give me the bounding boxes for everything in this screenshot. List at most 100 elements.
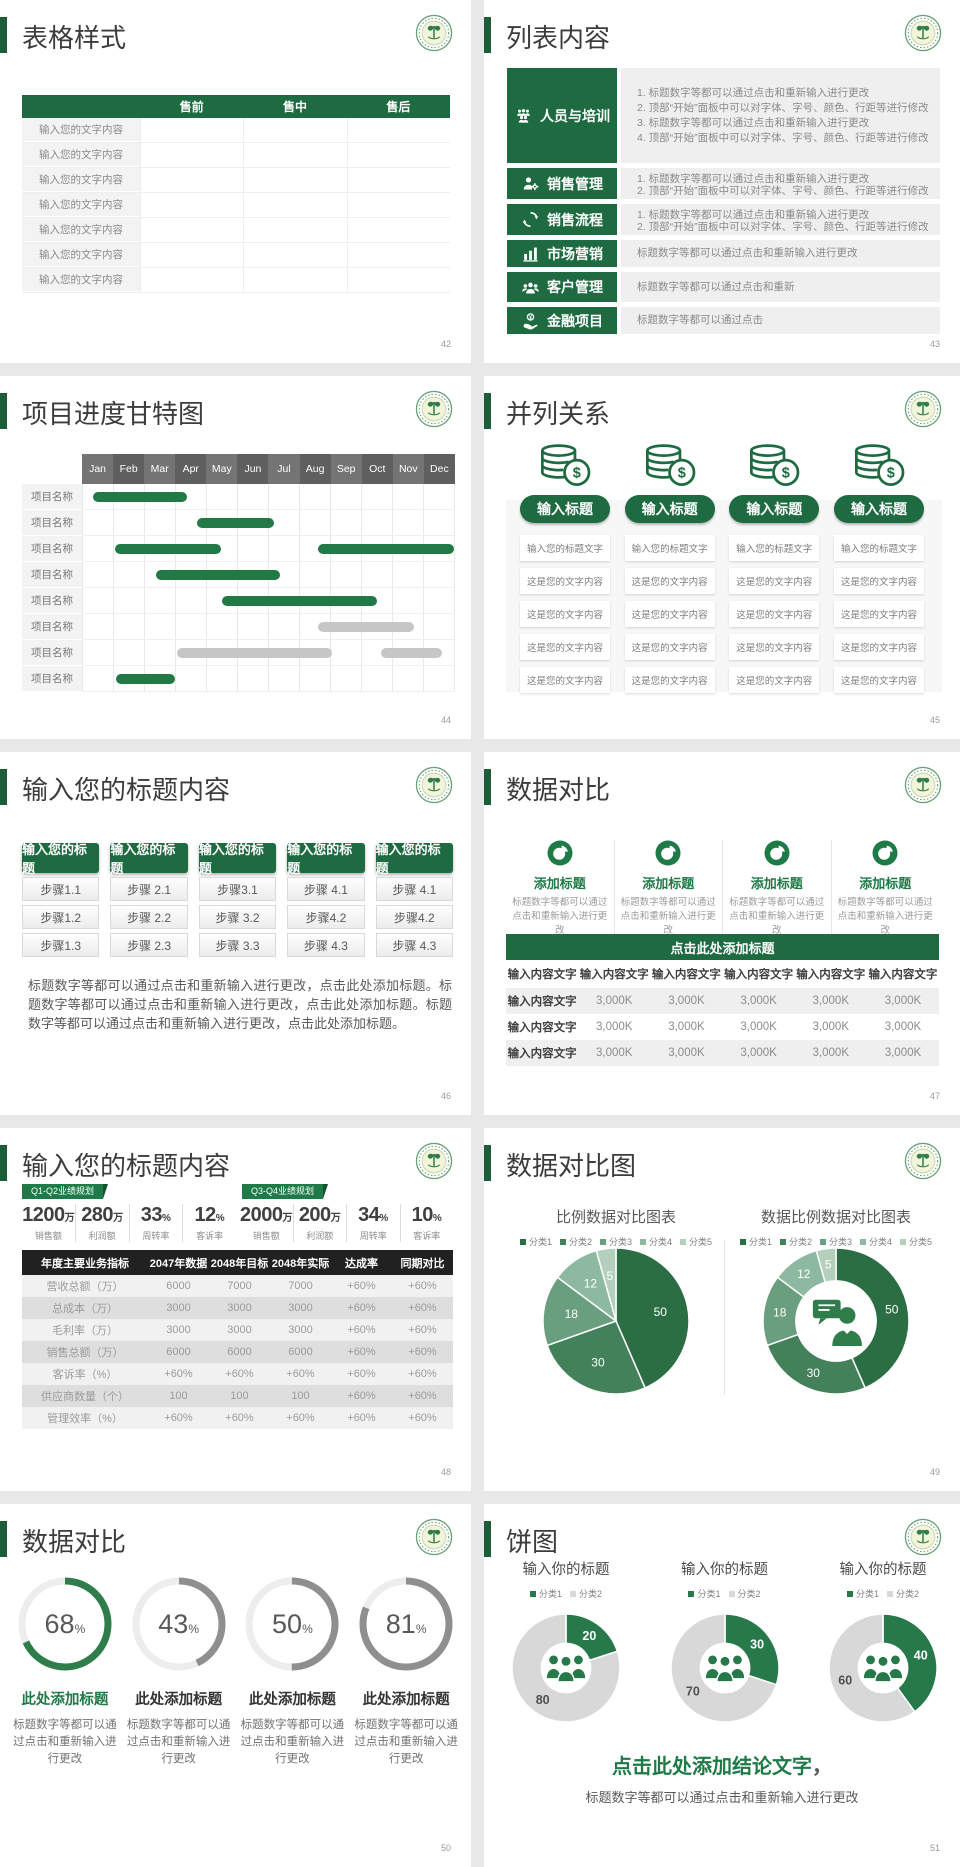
legend-swatch [900, 1238, 907, 1245]
donut-hole [699, 1642, 750, 1694]
cell: +60% [408, 1346, 437, 1358]
gantt-track [82, 614, 455, 640]
slide-steps[interactable]: 输入您的标题内容 输入您的标题 步骤1.1 步骤1.2 步骤1.3 输入您的标题 步… [0, 752, 471, 1115]
empty-cell [346, 143, 450, 167]
list-item-label: 客户管理 [547, 279, 603, 295]
legend-item: 分类3 [819, 1235, 852, 1248]
column-header: 2048年目标 [210, 1257, 269, 1270]
empty-cell [346, 243, 450, 267]
column-header: 输入内容文字 [579, 969, 649, 981]
pie-value-label: 18 [565, 1307, 579, 1321]
content-table: 售前 售中 售后 输入您的文字内容 输入您的文字内容 输入您的文字内容 输入您的… [22, 95, 450, 293]
list-item-label: 销售流程 [547, 211, 603, 228]
people-group-icon [514, 106, 533, 125]
conclusion-comma: ， [812, 1756, 832, 1778]
medical-seal-logo-icon [904, 14, 942, 52]
legend-swatch [680, 1238, 687, 1245]
legend-swatch [519, 1238, 526, 1245]
cell-value: 3,000K [740, 1021, 777, 1033]
list-item-label: 金融项目 [547, 312, 603, 329]
conclusion-block: 点击此处添加结论文字， 标题数字等都可以通过点击和重新输入进行更改 [484, 1750, 960, 1806]
chart-legend: 分类1 分类2 [846, 1587, 919, 1600]
pie-value-label: 5 [825, 1258, 832, 1272]
column-header: 同期对比 [400, 1257, 445, 1270]
slide-pie-charts[interactable]: 饼图 输入你的标题 分类1 分类2 20 80 输入你的标题 分类1 分类2 [484, 1504, 960, 1867]
legend-swatch [860, 1238, 866, 1245]
text-card: 这是您的文字内容 [624, 601, 715, 627]
body-paragraph: 标题数字等都可以通过点击和重新输入进行更改，点击此处添加标题。标题数字等都可以通… [28, 978, 452, 1031]
cell: +60% [347, 1302, 376, 1314]
slide-data-compare[interactable]: 数据对比 添加标题 标题数字等都可以通过点击和重新输入进行更改 添加标题 标题数字等… [484, 752, 960, 1115]
stat-value: 33 [140, 1204, 163, 1226]
legend-item: 分类1 [529, 1587, 562, 1600]
page-number: 44 [440, 715, 451, 725]
cell: +60% [408, 1324, 437, 1336]
feature-desc: 标题数字等都可以通过点击和重新输入进行更改 [837, 897, 933, 936]
text-card: 这是您的文字内容 [729, 601, 820, 627]
gantt-track [82, 536, 455, 562]
page-number: 46 [440, 1091, 451, 1101]
cell: +60% [408, 1368, 437, 1380]
table-row: 输入您的文字内容 [22, 243, 450, 268]
table-row: 输入您的文字内容 [22, 118, 450, 143]
cell: +60% [225, 1368, 254, 1380]
legend-swatch [688, 1590, 695, 1597]
empty-cell [346, 268, 450, 292]
legend-label: 分类5 [689, 1237, 713, 1247]
legend-item: 分类4 [860, 1235, 892, 1248]
step-box: 步骤 3.2 [198, 905, 277, 929]
stat-value: 1200 [22, 1204, 65, 1226]
step-list: 步骤3.1 步骤 3.2 步骤 3.3 [198, 877, 277, 957]
slide-table-style[interactable]: 表格样式 售前 售中 售后 输入您的文字内容 输入您的文字内容 输入您的文字内容… [0, 0, 471, 363]
slide-compare-charts[interactable]: 数据对比图 比例数据对比图表 分类1 分类2 分类3 分类4 分类5 数据比例数… [484, 1128, 960, 1491]
page-number: 51 [929, 1843, 940, 1853]
column-title-pill: 输入标题 [729, 495, 820, 523]
feature-title: 添加标题 [750, 876, 803, 891]
pie-value-label: 70 [685, 1684, 699, 1698]
list-item: 市场营销 标题数字等都可以通过点击和重新输入进行更改 [507, 240, 940, 267]
title-accent-bar [484, 1521, 491, 1557]
text-card: 这是您的文字内容 [624, 667, 715, 693]
conclusion-title: 点击此处添加结论文字 [612, 1756, 812, 1778]
slide-donut-compare[interactable]: 数据对比 68% 此处添加标题 标题数字等都可以通过点击和重新输入进行更改 43… [0, 1504, 471, 1867]
slide-kpi[interactable]: 输入您的标题内容 Q1-Q2业绩规划 Q3-Q4业绩规划 1200万 销售额 28… [0, 1128, 471, 1491]
ring-desc: 标题数字等都可以通过点击和重新输入进行更改 [240, 1719, 345, 1765]
percent-sign: % [415, 1621, 427, 1636]
chart-title: 数据比例数据对比图表 [760, 1209, 911, 1226]
list-item-label: 人员与培训 [540, 107, 610, 124]
legend-label: 分类1 [748, 1237, 772, 1247]
step-list: 步骤 4.1 步骤4.2 步骤 4.3 [287, 877, 365, 957]
text-card: 这是您的文字内容 [729, 568, 820, 594]
table-row: 总成本（万） 3000 3000 3000 +60% +60% [22, 1297, 453, 1319]
parallel-column: 输入标题 输入您的标题文字 这是您的文字内容 这是您的文字内容 这是您的文字内容… [624, 442, 715, 693]
cell-value: 3,000K [740, 1047, 777, 1059]
feature-row: 添加标题 标题数字等都可以通过点击和重新输入进行更改 添加标题 标题数字等都可以通过… [506, 840, 939, 938]
ring-title: 此处添加标题 [21, 1692, 109, 1708]
stat-group: 1200万 销售额 280万 利润额 33% 周转率 12% 客诉率 [22, 1204, 236, 1242]
chart-title: 输入你的标题 [522, 1562, 610, 1578]
gantt-row-label: 项目名称 [22, 484, 82, 510]
slide-gantt[interactable]: 项目进度甘特图 Jan Feb Mar Apr May Jun Jul Aug Sep Oct No… [0, 376, 471, 739]
chart-title: 比例数据对比图表 [555, 1209, 676, 1226]
list-item-text: 1. 标题数字等都可以通过点击和重新输入进行更改 2. 顶部“开始”面板中可以对字… [621, 204, 940, 235]
legend-item: 分类5 [680, 1235, 712, 1248]
vertical-divider [724, 1240, 725, 1395]
parallel-column: 输入标题 输入您的标题文字 这是您的文字内容 这是您的文字内容 这是您的文字内容… [729, 442, 820, 693]
table-corner-cell [22, 95, 140, 118]
slide-list-content[interactable]: 列表内容 人员与培训 1. 标题数字等都可以通过点击和重新输入进行更改 2. 顶部… [484, 0, 960, 363]
title-accent-bar [484, 17, 491, 53]
gantt-row-label: 项目名称 [22, 536, 82, 562]
medical-seal-logo-icon [904, 390, 942, 428]
slide-parallel[interactable]: 并列关系 输入标题 输入您的标题文字 这是您的文字内容 这是您的文字内容 这是您… [484, 376, 960, 739]
legend-item: 分类2 [570, 1587, 602, 1600]
pie-badge-icon [764, 840, 790, 866]
cell: 6000 [288, 1346, 313, 1358]
stat: 1200万 销售额 [22, 1204, 75, 1242]
ring-percent: 50% [242, 1574, 342, 1674]
stat-label: 周转率 [142, 1231, 170, 1241]
row-label: 输入您的文字内容 [22, 193, 140, 217]
slide-title: 数据对比 [22, 1527, 127, 1557]
money-hand-icon [521, 311, 540, 330]
list-text-line: 1. 标题数字等都可以通过点击和重新输入进行更改 [637, 86, 870, 99]
step-column: 输入您的标题 步骤3.1 步骤 3.2 步骤 3.3 [198, 842, 277, 957]
